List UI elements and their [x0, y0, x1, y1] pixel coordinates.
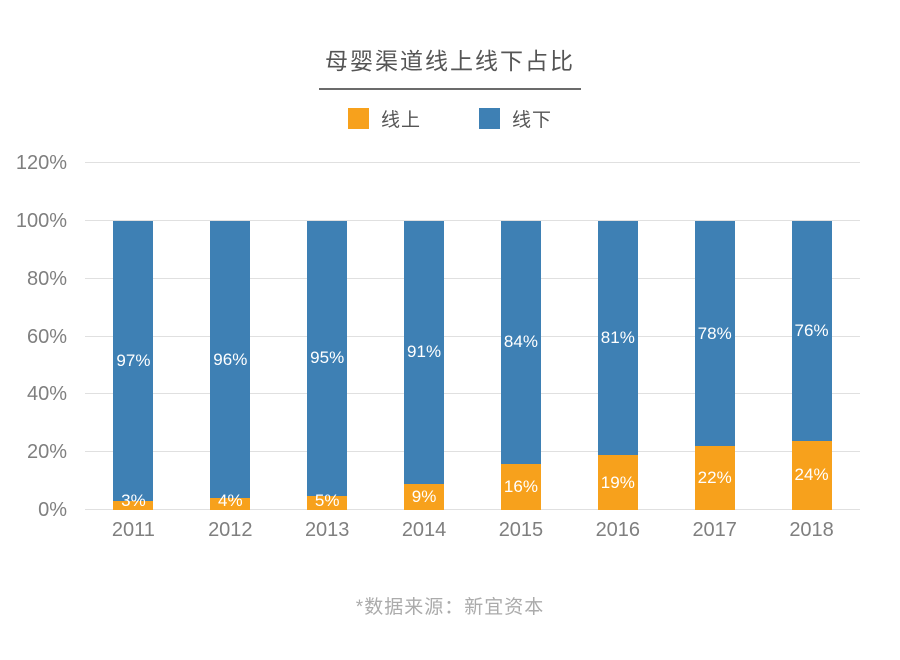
gridline	[85, 162, 860, 163]
gridline	[85, 393, 860, 395]
bar-stack: 97% 3%	[113, 220, 154, 510]
bar-column: 84% 16%	[473, 163, 570, 510]
bar-column: 97% 3%	[85, 163, 182, 510]
bar-segment-offline: 78%	[694, 220, 735, 447]
bar-column: 95% 5%	[279, 163, 376, 510]
bar-label-offline: 97%	[116, 351, 151, 371]
bar-label-online: 19%	[600, 472, 635, 492]
bar-column: 96% 4%	[182, 163, 279, 510]
bar-label-online: 5%	[314, 490, 340, 510]
y-tick-label: 40%	[26, 383, 67, 406]
bar-segment-online: 16%	[500, 463, 541, 510]
x-tick-label: 2011	[111, 519, 155, 541]
bar-stack: 96% 4%	[210, 220, 251, 510]
bar-segment-offline: 91%	[404, 220, 445, 484]
bar-segment-online: 24%	[791, 440, 832, 510]
x-tick-label: 2014	[401, 519, 447, 541]
x-tick-label: 2015	[498, 519, 544, 541]
bar-label-online: 24%	[794, 465, 829, 485]
bar-label-offline: 96%	[213, 349, 248, 369]
x-tick-label: 2018	[789, 519, 834, 541]
bar-segment-offline: 97%	[113, 220, 154, 502]
bar-segment-online: 9%	[404, 483, 445, 510]
legend-label-online: 线上	[380, 110, 421, 131]
x-tick-label: 2017	[692, 519, 737, 541]
x-tick-label: 2016	[595, 519, 641, 541]
gridline	[85, 277, 860, 279]
bar-label-offline: 76%	[794, 320, 829, 340]
bar-segment-offline: 95%	[307, 220, 348, 496]
plot-area: 97% 3% 96% 4% 95% 5% 91% 9% 84% 16% 81% 19% 78% 22% 76…	[85, 162, 860, 510]
bar-stack: 76% 24%	[791, 220, 832, 510]
gridline	[85, 335, 860, 337]
bar-label-offline: 95%	[310, 348, 345, 368]
bar-label-online: 16%	[503, 476, 538, 496]
bar-column: 78% 22%	[666, 163, 763, 510]
bar-segment-offline: 81%	[597, 220, 638, 456]
bar-column: 91% 9%	[376, 163, 473, 510]
bar-label-online: 9%	[411, 486, 437, 506]
y-tick-label: 100%	[15, 209, 67, 232]
chart-title: 母婴渠道线上线下占比	[319, 42, 581, 90]
gridline	[85, 509, 860, 510]
x-tick-label: 2013	[304, 519, 350, 541]
bar-column: 81% 19%	[569, 163, 666, 510]
y-tick-label: 60%	[26, 325, 67, 348]
bar-stack: 95% 5%	[307, 220, 348, 510]
bar-segment-offline: 96%	[210, 220, 251, 499]
y-tick-label: 80%	[26, 267, 67, 290]
bar-segment-online: 22%	[694, 446, 735, 510]
bar-stack: 81% 19%	[597, 220, 638, 510]
bar-stack: 78% 22%	[694, 220, 735, 510]
legend-swatch-offline-icon	[479, 108, 500, 129]
bar-stack: 91% 9%	[404, 220, 445, 510]
bar-label-offline: 81%	[600, 327, 635, 347]
y-tick-label: 20%	[26, 441, 67, 464]
bar-segment-offline: 84%	[500, 220, 541, 464]
bar-segment-offline: 76%	[791, 220, 832, 441]
x-axis: 2011 2012 2013 2014 2015 2016 2017 2018	[85, 519, 860, 549]
title-wrap: 母婴渠道线上线下占比	[0, 42, 900, 90]
legend: 线上 线下	[0, 105, 900, 132]
bar-column: 76% 24%	[763, 163, 860, 510]
y-axis: 0% 20% 40% 60% 80% 100% 120%	[0, 152, 75, 521]
bar-stack: 84% 16%	[500, 220, 541, 510]
y-tick-label: 120%	[15, 152, 67, 174]
bar-label-offline: 91%	[407, 342, 442, 362]
source-note: *数据来源：新宜资本	[355, 597, 545, 618]
bar-label-offline: 78%	[697, 323, 732, 343]
legend-item-online: 线上	[347, 105, 421, 132]
legend-swatch-online-icon	[347, 108, 369, 129]
legend-item-offline: 线下	[479, 105, 552, 132]
bar-segment-online: 19%	[597, 455, 638, 510]
gridline	[85, 451, 860, 453]
bar-label-online: 4%	[218, 490, 243, 510]
bar-segment-online: 5%	[307, 491, 348, 510]
bar-label-online: 22%	[697, 468, 732, 488]
bar-segment-online: 4%	[210, 491, 251, 510]
bar-label-offline: 84%	[503, 332, 538, 352]
gridline	[85, 219, 860, 221]
bar-label-online: 3%	[121, 490, 146, 510]
bar-segment-online: 3%	[113, 491, 154, 510]
y-tick-label: 0%	[38, 499, 67, 521]
legend-label-offline: 线下	[512, 110, 553, 131]
x-tick-label: 2012	[208, 519, 253, 541]
